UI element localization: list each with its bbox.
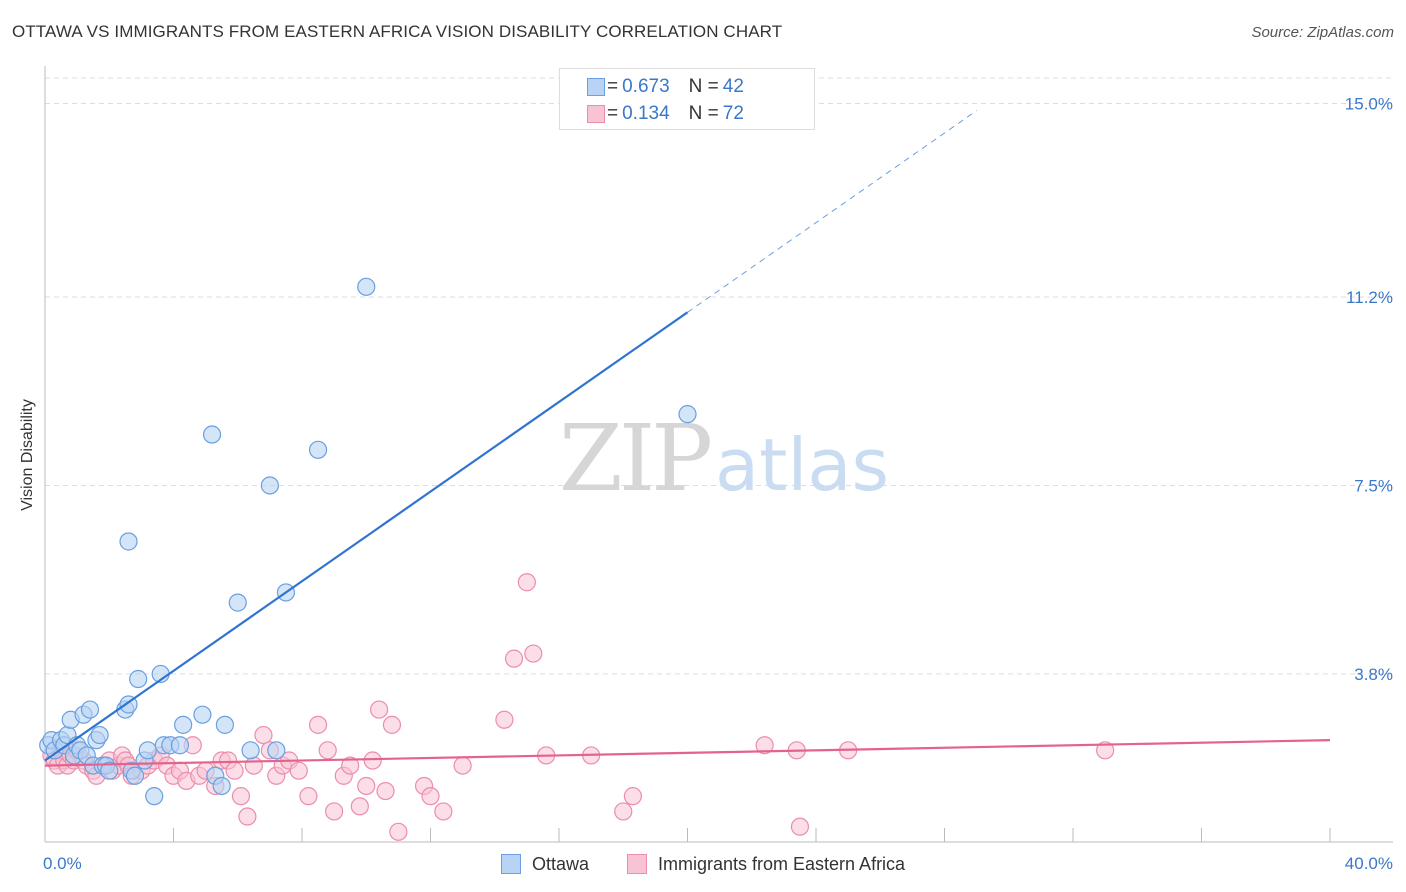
immigrants-point — [421, 787, 440, 806]
ottawa-point — [170, 736, 190, 755]
immigrants-point — [376, 781, 395, 801]
ottawa-trend-line — [44, 311, 689, 762]
ottawa-point — [90, 725, 109, 745]
immigrants-r-value: 0.134 — [622, 103, 670, 124]
tick-labels: 3.8% 7.5% 11.2% 15.0% 0.0% 40.0% — [43, 94, 1393, 873]
legend-row-immigrants: R = 0.134 N = 72 — [587, 103, 744, 125]
immigrants-trend-line — [44, 739, 1331, 767]
axes — [44, 66, 1393, 843]
ottawa-point — [260, 476, 279, 495]
y-tick-label: 11.2% — [1346, 288, 1393, 307]
immigrants-point — [389, 822, 408, 841]
watermark-atlas: atlas — [715, 423, 889, 507]
ottawa-legend-label: Ottawa — [532, 853, 590, 874]
ottawa-series — [39, 277, 697, 806]
ottawa-r-value: 0.673 — [622, 76, 670, 97]
chart-title: OTTAWA VS IMMIGRANTS FROM EASTERN AFRICA… — [12, 22, 783, 41]
ottawa-trend-extension — [687, 110, 977, 313]
ottawa-point — [80, 700, 100, 719]
ottawa-point — [138, 741, 157, 760]
bottom-legend-ottawa: Ottawa — [501, 852, 589, 876]
immigrants-point — [325, 802, 344, 821]
immigrants-point — [614, 802, 633, 821]
immigrants-point — [370, 700, 389, 719]
immigrants-point — [254, 725, 273, 745]
legend-row-ottawa: R = 0.673 N = 42 — [587, 76, 744, 98]
immigrants-point — [299, 787, 318, 806]
y-tick-label: 7.5% — [1354, 476, 1393, 495]
ottawa-point — [125, 766, 145, 785]
ottawa-n-label: N = — [688, 76, 719, 97]
x-tick-label: 0.0% — [43, 854, 82, 873]
immigrants-point — [382, 715, 402, 734]
ottawa-point — [215, 715, 234, 734]
x-tick-label: 40.0% — [1345, 854, 1393, 873]
watermark: ZIP atlas — [559, 405, 889, 512]
ottawa-legend-icon — [501, 854, 521, 874]
ottawa-swatch-icon — [587, 78, 605, 96]
source-label: Source: ZipAtlas.com — [1251, 24, 1394, 41]
immigrants-point — [495, 710, 514, 729]
immigrants-point — [225, 761, 244, 780]
immigrants-n-label: N = — [688, 103, 719, 124]
ottawa-point — [241, 741, 260, 760]
immigrants-point — [318, 741, 337, 760]
immigrants-point — [289, 761, 308, 780]
correlation-legend: R = 0.673 N = 42 R = 0.134 N = 72 — [559, 68, 815, 130]
immigrants-point — [434, 802, 453, 821]
y-tick-label: 3.8% — [1354, 665, 1393, 684]
immigrants-point — [244, 756, 263, 775]
immigrants-swatch-icon — [587, 105, 605, 123]
immigrants-legend-label: Immigrants from Eastern Africa — [658, 853, 906, 874]
immigrants-point — [790, 817, 810, 836]
immigrants-point — [453, 756, 472, 775]
immigrants-n-value: 72 — [722, 103, 744, 124]
y-tick-label: 15.0% — [1345, 94, 1393, 113]
ottawa-point — [119, 532, 138, 551]
immigrants-point — [524, 644, 543, 663]
gridlines — [45, 77, 1393, 675]
ottawa-point — [212, 776, 231, 796]
ottawa-point — [357, 277, 376, 296]
immigrants-legend-icon — [627, 854, 647, 874]
bottom-legend-immigrants: Immigrants from Eastern Africa — [627, 852, 905, 876]
ottawa-n-value: 42 — [722, 76, 744, 97]
immigrants-point — [308, 715, 328, 734]
ottawa-point — [100, 761, 119, 780]
ottawa-point — [174, 715, 193, 734]
immigrants-point — [341, 756, 360, 775]
ottawa-point — [228, 593, 247, 612]
immigrants-point — [363, 751, 382, 770]
immigrants-point — [238, 807, 257, 826]
ottawa-point — [202, 425, 222, 444]
ottawa-point — [267, 741, 286, 760]
immigrants-point — [623, 787, 642, 806]
ottawa-point — [678, 405, 697, 424]
immigrants-point — [350, 797, 369, 816]
immigrants-point — [1096, 741, 1115, 760]
immigrants-point — [504, 649, 524, 668]
immigrants-point — [231, 787, 251, 806]
ottawa-point — [193, 705, 212, 724]
immigrants-point — [755, 736, 774, 755]
immigrants-point — [517, 573, 536, 592]
trend-lines — [44, 110, 1331, 767]
immigrants-point — [357, 776, 376, 796]
ottawa-point — [308, 440, 328, 459]
ottawa-point — [145, 787, 164, 806]
ottawa-point — [129, 669, 148, 689]
